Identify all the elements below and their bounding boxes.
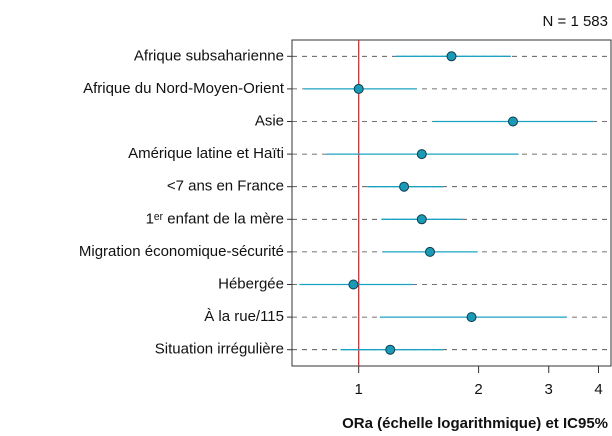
category-label: Asie: [255, 112, 284, 129]
category-label: Amérique latine et Haïti: [128, 145, 284, 162]
point: [424, 246, 435, 257]
annotation: N = 1 583: [543, 13, 608, 30]
category-label: 1ᵉʳ enfant de la mère: [146, 210, 284, 227]
category-label: Migration économique-sécurité: [79, 243, 284, 260]
x-tick-label: 3: [545, 381, 553, 398]
category-label: Afrique subsaharienne: [134, 47, 284, 64]
category-label: <7 ans en France: [167, 178, 284, 195]
x-tick-label: 2: [474, 381, 482, 398]
point: [507, 116, 518, 127]
point: [416, 149, 427, 160]
point: [446, 51, 457, 62]
point: [399, 181, 410, 192]
plot-frame: [291, 39, 612, 367]
x-axis-label: ORa (échelle logarithmique) et IC95%: [342, 415, 608, 432]
point: [385, 344, 396, 355]
category-label: Situation irrégulière: [155, 341, 284, 358]
x-tick-label: 4: [594, 381, 602, 398]
point: [466, 312, 477, 323]
category-label: Afrique du Nord-Moyen-Orient: [83, 80, 285, 97]
point: [348, 279, 359, 290]
x-tick-label: 1: [355, 381, 363, 398]
point: [416, 214, 427, 225]
category-label: Hébergée: [218, 275, 284, 292]
category-label: À la rue/115: [204, 308, 284, 325]
point: [353, 83, 364, 94]
